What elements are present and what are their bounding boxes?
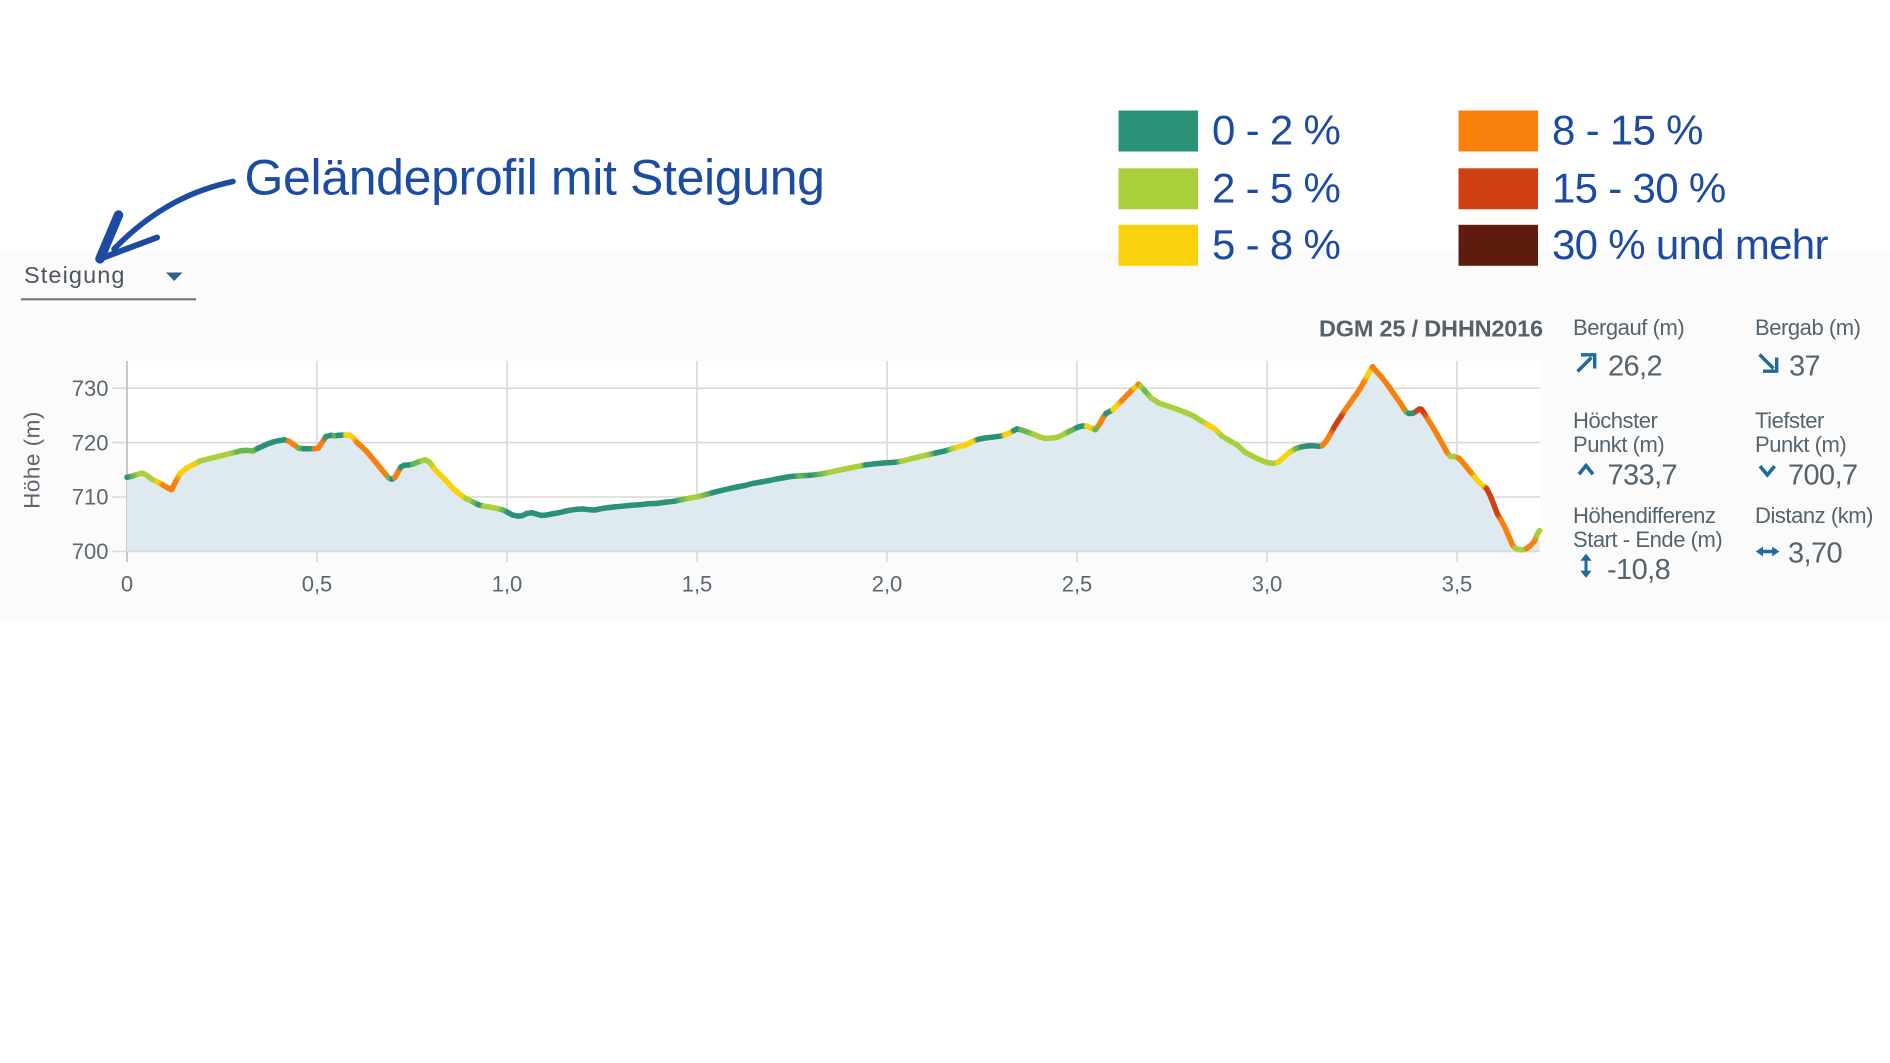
svg-text:Bergauf (m): Bergauf (m)	[1573, 315, 1684, 340]
svg-text:3,5: 3,5	[1442, 571, 1473, 596]
svg-text:700: 700	[72, 539, 109, 564]
svg-text:730: 730	[72, 376, 109, 401]
svg-text:0 - 2 %: 0 - 2 %	[1212, 107, 1340, 154]
svg-text:2,0: 2,0	[872, 571, 903, 596]
svg-text:3,70: 3,70	[1788, 538, 1842, 570]
svg-text:5 - 8 %: 5 - 8 %	[1212, 221, 1340, 268]
svg-text:3,0: 3,0	[1252, 571, 1283, 596]
svg-text:26,2: 26,2	[1608, 350, 1662, 382]
svg-text:Distanz (km): Distanz (km)	[1755, 503, 1873, 528]
svg-text:30 % und mehr: 30 % und mehr	[1552, 221, 1828, 268]
svg-text:733,7: 733,7	[1608, 460, 1678, 492]
svg-text:Steigung: Steigung	[24, 262, 126, 288]
svg-text:Höhe (m): Höhe (m)	[20, 411, 45, 509]
svg-text:700,7: 700,7	[1788, 460, 1858, 492]
svg-text:37: 37	[1789, 350, 1820, 382]
svg-text:DGM 25 / DHHN2016: DGM 25 / DHHN2016	[1319, 316, 1543, 342]
svg-text:Punkt (m): Punkt (m)	[1573, 432, 1664, 457]
svg-text:1,0: 1,0	[492, 571, 523, 596]
svg-text:710: 710	[72, 485, 109, 510]
svg-text:0,5: 0,5	[302, 571, 333, 596]
svg-text:2 - 5 %: 2 - 5 %	[1212, 165, 1340, 212]
svg-text:720: 720	[72, 430, 109, 455]
svg-text:Bergab (m): Bergab (m)	[1755, 315, 1861, 340]
svg-text:Start - Ende (m): Start - Ende (m)	[1573, 527, 1722, 552]
svg-text:15 - 30 %: 15 - 30 %	[1552, 165, 1725, 212]
svg-text:2,5: 2,5	[1062, 571, 1093, 596]
svg-text:0: 0	[121, 571, 133, 596]
svg-text:1,5: 1,5	[682, 571, 713, 596]
svg-text:Höchster: Höchster	[1573, 408, 1658, 433]
svg-text:Punkt (m): Punkt (m)	[1755, 432, 1846, 457]
svg-text:8 - 15 %: 8 - 15 %	[1552, 107, 1703, 154]
svg-text:Geländeprofil mit Steigung: Geländeprofil mit Steigung	[245, 150, 825, 206]
svg-text:Tiefster: Tiefster	[1755, 408, 1824, 433]
svg-text:Höhendifferenz: Höhendifferenz	[1573, 503, 1716, 528]
svg-text:-10,8: -10,8	[1607, 554, 1670, 586]
